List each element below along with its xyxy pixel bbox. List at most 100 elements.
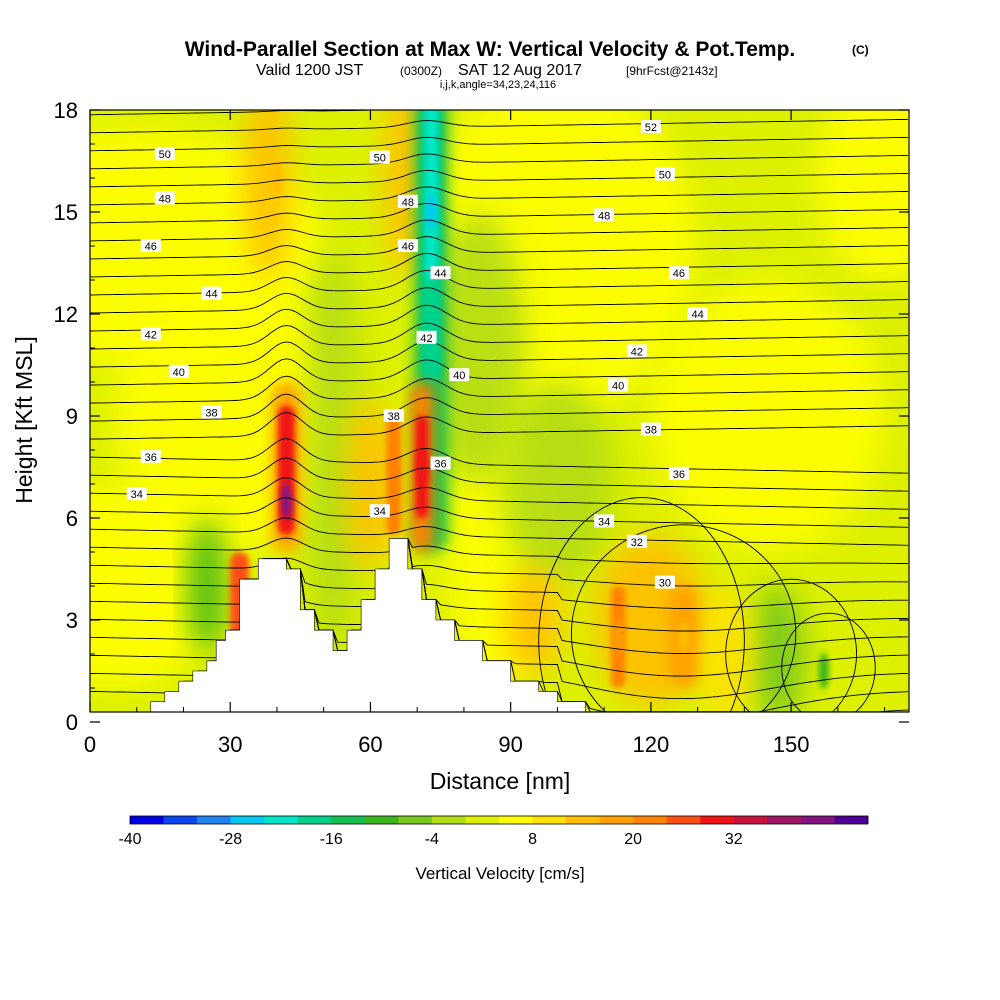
isentrope-line [90, 219, 909, 242]
isentrope-line [90, 537, 908, 632]
y-axis-label: Height [Kft MSL] [11, 336, 37, 503]
isentrope-line [90, 252, 908, 278]
isentrope-label: 44 [687, 307, 708, 321]
isentrope-closed [538, 497, 745, 712]
colorbar-swatch [130, 816, 164, 824]
colorbar-swatch [834, 816, 869, 824]
field-patch [244, 110, 291, 280]
isentrope-label-text: 44 [205, 289, 217, 301]
isentrope-line [90, 457, 909, 492]
isentrope-label: 30 [654, 575, 675, 590]
isentrope-label: 52 [640, 120, 661, 134]
isentrope-label-text: 34 [598, 516, 610, 528]
x-tick-label: 30 [218, 732, 242, 757]
isentrope-label: 38 [201, 405, 222, 420]
w-extreme [613, 619, 624, 655]
colorbar-swatch [398, 816, 433, 824]
isentrope-closed [571, 524, 797, 712]
isentrope-labels: 50 50 52 50 48 48 48 46 46 46 44 44 44 42 42 42 40 40 40 38… [126, 120, 708, 590]
field-patch [650, 280, 885, 552]
isentrope-label-box [654, 167, 675, 181]
isentrope-label-text: 32 [631, 537, 643, 549]
isentrope-label-box [687, 307, 708, 320]
isentrope-label-text: 50 [374, 153, 386, 165]
field-patch [431, 212, 525, 484]
x-axis: 0 30 60 90 120 150 [84, 110, 886, 757]
isentrope-line [90, 438, 909, 474]
isentrope-label-box [594, 208, 615, 222]
isentrope-label: 44 [201, 286, 222, 301]
isentrope-line [90, 340, 908, 368]
w-extreme [426, 194, 437, 230]
isentrope-label-text: 40 [612, 380, 624, 392]
isentrope-label-box [154, 147, 175, 161]
isentrope-label-box [626, 534, 647, 548]
y-tick-label: 9 [66, 404, 78, 429]
colorbar-swatch [700, 816, 735, 824]
y-tick-label: 0 [66, 710, 78, 735]
colorbar-swatch [431, 816, 466, 824]
isentrope-label-text: 40 [173, 367, 185, 379]
x-tick-label: 90 [498, 732, 522, 757]
colorbar-swatch [532, 816, 567, 824]
isentrope-label: 50 [654, 167, 675, 182]
y-tick-label: 18 [54, 98, 78, 123]
colorbar-label: 32 [725, 831, 743, 848]
isentrope-label: 48 [397, 194, 418, 209]
isentrope-line [90, 169, 908, 188]
isentrope-line [90, 110, 383, 116]
isentrope-line [90, 118, 909, 134]
colorbar-label: 8 [528, 831, 537, 848]
colorbar-swatch [230, 816, 265, 824]
isentrope-label: 50 [369, 150, 390, 165]
colorbar-swatch [499, 816, 533, 824]
title-block: Wind-Parallel Section at Max W: Vertical… [185, 38, 869, 91]
grid-indices: i,j,k,angle=34,23,24,116 [440, 79, 556, 91]
isentrope-line [90, 497, 909, 528]
isentrope-closed [725, 578, 857, 712]
isentrope-line [90, 136, 909, 152]
isentrope-label: 36 [668, 466, 689, 481]
isentrope-label-box [640, 422, 661, 436]
isentrope-label-text: 40 [453, 370, 465, 382]
forecast-tag: [9hrFcst@2143z] [626, 64, 718, 78]
isentrope-line [90, 269, 908, 296]
isentrope-label-text: 34 [374, 506, 386, 518]
isentrope-label: 36 [140, 449, 161, 464]
isentrope-label-box [397, 194, 418, 208]
y-tick-label: 6 [66, 506, 78, 531]
isentrope-line [90, 287, 909, 314]
isentrope-label: 34 [369, 504, 390, 518]
colorbar-swatch [733, 816, 768, 824]
valid-date: SAT 12 Aug 2017 [458, 62, 582, 79]
isentrope-label-box [654, 575, 675, 589]
isentrope-line [90, 517, 909, 546]
isentrope-label: 40 [168, 364, 189, 379]
isentrope-label-box [140, 327, 161, 341]
x-tick-label: 60 [358, 732, 382, 757]
isentrope-label-box [430, 456, 451, 470]
isentrope-label-box [369, 150, 390, 164]
w-extreme [388, 449, 399, 485]
w-extreme [281, 483, 292, 519]
colorbar-swatch [364, 816, 399, 824]
isentrope-label: 42 [416, 330, 437, 345]
isentrope-label: 44 [430, 266, 451, 280]
y-tick-label: 12 [54, 302, 78, 327]
isentrope-label: 48 [154, 191, 175, 205]
isentrope-line [90, 537, 908, 587]
isentrope-label-box [449, 368, 470, 382]
isentrope-label-box [201, 405, 222, 419]
unit-tag: (C) [852, 43, 869, 57]
isentrope-label: 38 [383, 409, 404, 423]
colorbar-title: Vertical Velocity [cm/s] [415, 864, 584, 883]
x-tick-label: 0 [84, 732, 96, 757]
isentrope-label-text: 36 [145, 452, 157, 464]
isentrope-label-box [383, 409, 404, 422]
isentrope-label-text: 46 [145, 241, 157, 253]
isentrope-label: 34 [594, 514, 615, 528]
isentrope-label: 38 [640, 422, 661, 437]
isentrope-label-box [608, 378, 629, 392]
